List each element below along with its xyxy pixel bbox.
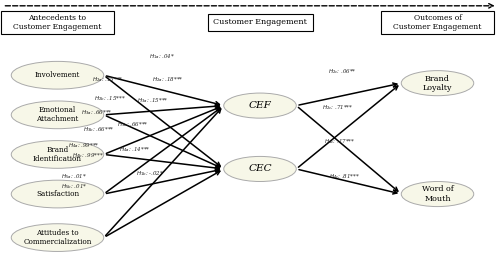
Text: $H_{1b}$: -.02*: $H_{1b}$: -.02* <box>136 169 164 178</box>
Ellipse shape <box>11 140 104 168</box>
Text: Emotional
Attachment: Emotional Attachment <box>36 106 78 124</box>
Text: $H_{4c}$: .17***: $H_{4c}$: .17*** <box>324 137 356 146</box>
Text: $H_{2b}$: .15***: $H_{2b}$: .15*** <box>94 95 126 103</box>
Text: $H_{5b}$: .01*: $H_{5b}$: .01* <box>61 182 87 191</box>
Text: $H_{2c}$: .71***: $H_{2c}$: .71*** <box>322 103 353 112</box>
Ellipse shape <box>11 101 104 129</box>
Text: $H_{2c}$: .06**: $H_{2c}$: .06** <box>328 67 357 76</box>
Ellipse shape <box>11 61 104 89</box>
Text: CEF: CEF <box>248 101 272 110</box>
Text: Attitudes to
Commercialization: Attitudes to Commercialization <box>24 229 92 246</box>
Ellipse shape <box>401 182 474 206</box>
Text: $H_{2a}$: .18***: $H_{2a}$: .18*** <box>152 75 184 84</box>
Text: Customer Engagement: Customer Engagement <box>213 18 307 26</box>
Text: $H_{4b}$: .99***: $H_{4b}$: .99*** <box>72 151 104 160</box>
Text: $H_{4a}$: .99***: $H_{4a}$: .99*** <box>68 141 100 150</box>
Text: $H_{3b}$: .66***: $H_{3b}$: .66*** <box>116 120 148 129</box>
Text: Brand
Loyalty: Brand Loyalty <box>423 74 452 92</box>
Text: $H_{3a}$: .66***: $H_{3a}$: .66*** <box>81 108 112 117</box>
Text: $H_{3b}$: .66***: $H_{3b}$: .66*** <box>83 125 115 134</box>
Text: $H_{3a}$: .15***: $H_{3a}$: .15*** <box>136 96 168 105</box>
Ellipse shape <box>401 70 474 96</box>
FancyBboxPatch shape <box>2 11 114 34</box>
Text: CEC: CEC <box>248 164 272 173</box>
Text: Antecedents to
Customer Engagement: Antecedents to Customer Engagement <box>14 14 102 31</box>
Text: $H_{2a}$: .15***: $H_{2a}$: .15*** <box>92 75 124 84</box>
Text: Word of
Mouth: Word of Mouth <box>422 185 454 203</box>
Text: $H_{5a}$: .01*: $H_{5a}$: .01* <box>61 172 87 181</box>
FancyBboxPatch shape <box>208 14 312 31</box>
Text: $H_{4a}$: .14***: $H_{4a}$: .14*** <box>119 145 151 154</box>
Ellipse shape <box>224 156 296 182</box>
Text: Satisfaction: Satisfaction <box>36 190 79 198</box>
Text: Brand
Identification: Brand Identification <box>33 146 82 163</box>
Ellipse shape <box>224 93 296 118</box>
Ellipse shape <box>11 224 104 251</box>
Text: $H_{1a}$: .04*: $H_{1a}$: .04* <box>150 52 176 61</box>
Ellipse shape <box>11 180 104 208</box>
FancyBboxPatch shape <box>382 11 494 34</box>
Text: $H_{4c}$: .81***: $H_{4c}$: .81*** <box>330 172 360 181</box>
Text: Outcomes of
Customer Engagement: Outcomes of Customer Engagement <box>394 14 482 31</box>
Text: Involvement: Involvement <box>35 71 80 79</box>
